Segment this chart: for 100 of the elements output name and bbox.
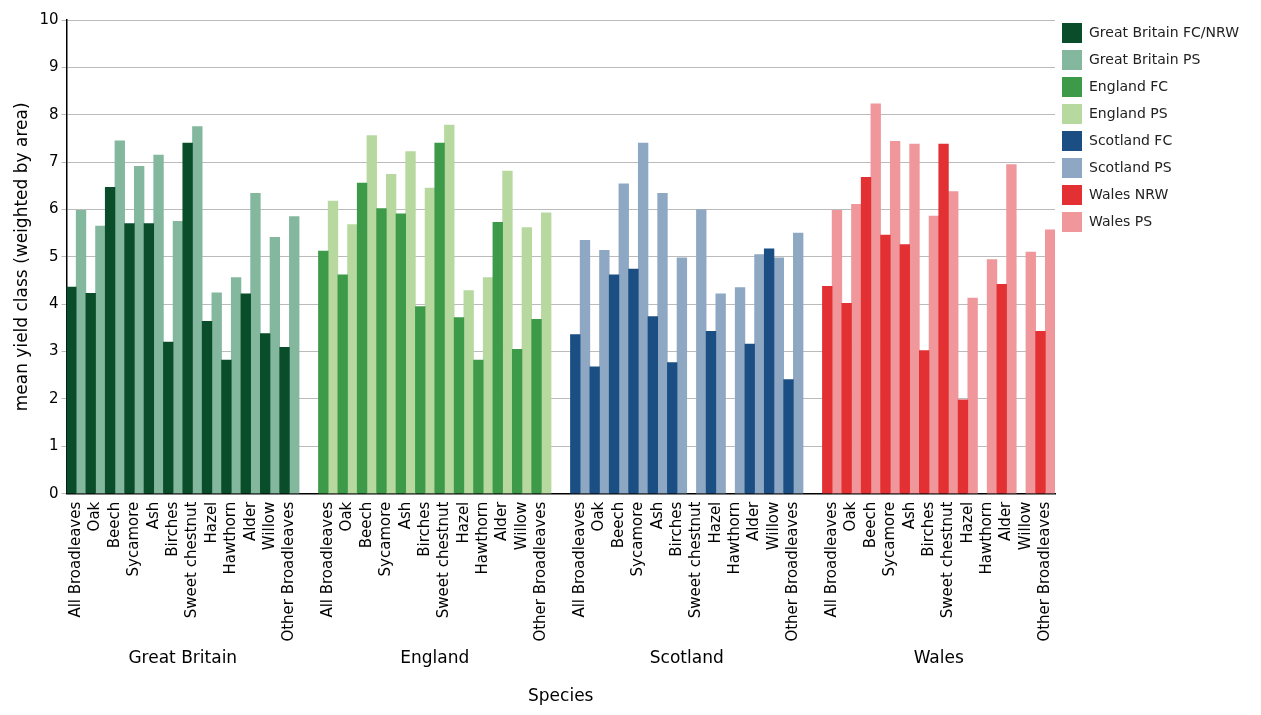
y-tick-label: 8 <box>48 104 59 123</box>
bar <box>657 193 668 494</box>
x-tick-label: Hazel <box>201 501 220 544</box>
y-tick-label: 7 <box>48 152 59 171</box>
x-tick-label: Other Broadleaves <box>279 501 298 642</box>
x-tick-label: Other Broadleaves <box>531 501 550 642</box>
bar <box>85 293 96 494</box>
y-tick-label: 6 <box>48 199 59 218</box>
x-tick-label: Hazel <box>957 501 976 544</box>
x-tick-label: Alder <box>996 500 1015 542</box>
legend-label: Great Britain FC/NRW <box>1089 23 1240 40</box>
x-tick-label: Birches <box>162 501 181 557</box>
bar <box>1006 164 1017 494</box>
x-tick-label: Other Broadleaves <box>783 501 802 642</box>
bar <box>541 212 552 494</box>
legend-label: England FC <box>1089 77 1169 94</box>
x-tick-label: Hawthorn <box>725 501 744 575</box>
x-tick-label: Ash <box>899 501 918 530</box>
x-tick-label: Beech <box>860 501 879 549</box>
bar <box>405 151 416 494</box>
bar <box>279 347 290 494</box>
bar <box>919 350 930 494</box>
y-tick-label: 9 <box>48 57 59 76</box>
bar <box>463 290 474 494</box>
x-axis-title: Species <box>528 685 594 706</box>
x-tick-label: Ash <box>395 501 414 530</box>
bar <box>182 142 193 494</box>
bar <box>773 257 784 494</box>
bar <box>531 319 542 494</box>
bar <box>696 209 707 494</box>
x-tick-label: All Broadleaves <box>570 501 589 618</box>
y-tick-label: 5 <box>48 246 59 265</box>
legend-label: Great Britain PS <box>1089 50 1201 67</box>
bar <box>221 359 232 494</box>
bar <box>599 249 610 494</box>
bar <box>986 259 998 494</box>
bar <box>521 227 533 494</box>
bar <box>957 399 969 494</box>
legend-label: England PS <box>1089 104 1168 121</box>
bar <box>860 176 872 494</box>
bar <box>744 343 755 494</box>
bar <box>395 213 407 494</box>
x-tick-label: Beech <box>356 501 375 549</box>
bar <box>880 234 891 494</box>
y-axis-title: mean yield class (weighted by area) <box>10 102 31 412</box>
bar <box>763 248 775 494</box>
bar <box>579 239 591 494</box>
bar <box>899 244 910 494</box>
y-tick-label: 1 <box>48 436 59 455</box>
bar <box>250 193 261 494</box>
bar <box>230 277 242 494</box>
text: Wales <box>913 647 964 668</box>
bar <box>163 341 174 494</box>
bar <box>608 274 620 494</box>
bar <box>327 200 339 494</box>
x-tick-label: Sycamore <box>376 501 395 577</box>
x-tick-label: Sweet chestnut <box>938 501 957 619</box>
x-tick-label: Willow <box>259 501 278 551</box>
x-tick-label: Birches <box>666 501 685 557</box>
bar <box>938 143 949 494</box>
bar <box>870 103 881 494</box>
bar <box>337 274 348 494</box>
bar <box>996 284 1007 494</box>
bar <box>647 316 658 494</box>
bar <box>1035 330 1046 494</box>
bar <box>104 186 116 494</box>
legend-label: Scotland FC <box>1089 131 1173 148</box>
x-tick-label: Ash <box>143 501 162 530</box>
x-tick-label: All Broadleaves <box>822 501 841 618</box>
x-tick-label: Willow <box>763 501 782 551</box>
bar <box>909 143 920 494</box>
bar <box>1025 251 1036 494</box>
bar <box>734 287 746 494</box>
bar <box>240 293 251 494</box>
bar <box>201 320 213 494</box>
legend-label: Scotland PS <box>1089 158 1172 175</box>
bar <box>628 268 639 494</box>
x-tick-label: Alder <box>492 500 511 542</box>
x-tick-label: Beech <box>104 501 123 549</box>
bar <box>822 285 833 494</box>
bar <box>143 223 155 494</box>
x-tick-label: Other Broadleaves <box>1035 501 1054 642</box>
x-tick-label: All Broadleaves <box>318 501 337 618</box>
bar <box>502 170 513 494</box>
bar <box>841 302 852 494</box>
bar <box>676 257 688 494</box>
x-tick-label: Hawthorn <box>977 501 996 575</box>
bar <box>967 297 978 494</box>
bar <box>453 317 465 494</box>
bar <box>667 362 678 494</box>
x-tick-label: Ash <box>647 501 666 530</box>
x-tick-label: Hazel <box>453 501 472 544</box>
legend-label: Wales NRW <box>1089 185 1169 202</box>
x-tick-label: Sycamore <box>880 501 899 577</box>
x-tick-label: Sycamore <box>628 501 647 577</box>
bar <box>637 142 649 494</box>
bar <box>318 250 329 494</box>
y-tick-label: 10 <box>39 9 59 28</box>
bar <box>705 330 717 494</box>
x-tick-label: Sycamore <box>124 501 143 577</box>
